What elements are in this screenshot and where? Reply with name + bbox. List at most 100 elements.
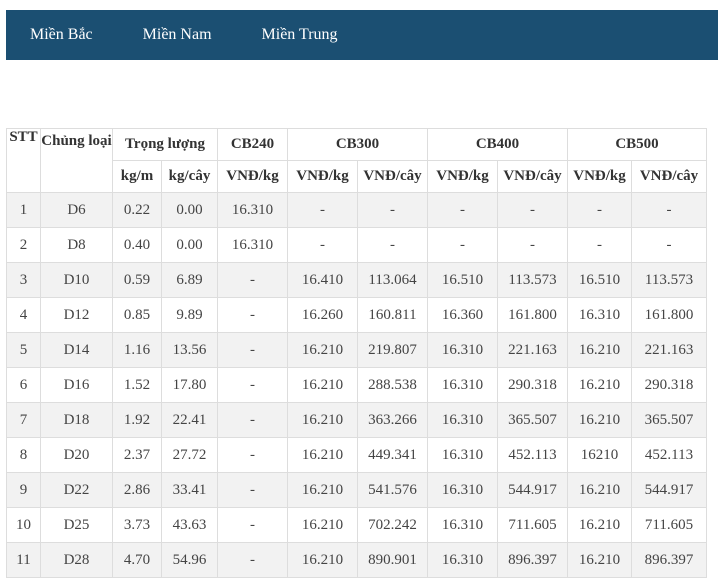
cell-cb400-vnd-kg: 16.360	[427, 297, 498, 333]
cell-cb400-vnd-kg: 16.510	[427, 262, 498, 298]
cell-cb240-vnd-kg: 16.310	[217, 227, 288, 263]
cell-cb400-vnd-cay: -	[497, 192, 568, 228]
cell-cb300-vnd-kg: 16.210	[287, 542, 358, 578]
cell-cb500-vnd-kg: 16.510	[567, 262, 632, 298]
cell-kg-cay: 6.89	[161, 262, 218, 298]
header-cb500-vnd-cay: VNĐ/cây	[631, 160, 707, 193]
cell-stt: 10	[6, 507, 41, 543]
cell-kg-m: 3.73	[112, 507, 162, 543]
cell-cb300-vnd-kg: 16.210	[287, 437, 358, 473]
cell-cb300-vnd-kg: 16.210	[287, 402, 358, 438]
cell-kg-m: 0.59	[112, 262, 162, 298]
cell-kg-cay: 22.41	[161, 402, 218, 438]
cell-type: D8	[40, 227, 113, 263]
cell-type: D14	[40, 332, 113, 368]
cell-cb300-vnd-cay: 160.811	[357, 297, 428, 333]
cell-stt: 2	[6, 227, 41, 263]
cell-cb400-vnd-kg: 16.310	[427, 472, 498, 508]
cell-type: D28	[40, 542, 113, 578]
cell-cb300-vnd-kg: 16.210	[287, 507, 358, 543]
header-stt: STT	[6, 128, 41, 193]
table-row: 8 D20 2.37 27.72-16.210 449.341 16.310 452.113…	[6, 437, 707, 473]
cell-kg-cay: 43.63	[161, 507, 218, 543]
table-body: 1 D6 0.22 0.00 16.310- - - - - -2 D8 0.40 0.00 16.310…	[6, 192, 707, 578]
tab-mien-bac[interactable]: Miền Bắc	[30, 26, 93, 43]
cell-type: D18	[40, 402, 113, 438]
cell-stt: 1	[6, 192, 41, 228]
cell-cb500-vnd-cay: 896.397	[631, 542, 707, 578]
cell-kg-m: 1.92	[112, 402, 162, 438]
cell-cb500-vnd-kg: 16.210	[567, 542, 632, 578]
cell-kg-cay: 0.00	[161, 227, 218, 263]
cell-cb300-vnd-cay: 288.538	[357, 367, 428, 403]
cell-cb400-vnd-kg: -	[427, 227, 498, 263]
cell-cb400-vnd-kg: 16.310	[427, 507, 498, 543]
cell-cb500-vnd-kg: 16210	[567, 437, 632, 473]
cell-cb500-vnd-cay: -	[631, 192, 707, 228]
cell-stt: 9	[6, 472, 41, 508]
cell-cb400-vnd-cay: 711.605	[497, 507, 568, 543]
cell-cb240-vnd-kg: -	[217, 542, 288, 578]
cell-kg-m: 0.22	[112, 192, 162, 228]
header-kg-cay: kg/cây	[161, 160, 218, 193]
cell-cb400-vnd-cay: 290.318	[497, 367, 568, 403]
header-weight: Trọng lượng	[112, 128, 218, 161]
cell-cb240-vnd-kg: -	[217, 472, 288, 508]
cell-cb240-vnd-kg: -	[217, 297, 288, 333]
cell-cb240-vnd-kg: -	[217, 332, 288, 368]
cell-cb300-vnd-cay: 541.576	[357, 472, 428, 508]
cell-kg-m: 1.16	[112, 332, 162, 368]
cell-cb400-vnd-cay: 365.507	[497, 402, 568, 438]
cell-cb400-vnd-kg: 16.310	[427, 542, 498, 578]
cell-cb400-vnd-kg: 16.310	[427, 402, 498, 438]
cell-cb400-vnd-cay: 452.113	[497, 437, 568, 473]
cell-cb400-vnd-cay: -	[497, 227, 568, 263]
cell-cb240-vnd-kg: -	[217, 367, 288, 403]
cell-cb400-vnd-cay: 161.800	[497, 297, 568, 333]
cell-kg-cay: 33.41	[161, 472, 218, 508]
cell-cb400-vnd-kg: 16.310	[427, 367, 498, 403]
header-cb300: CB300	[287, 128, 428, 161]
table-row: 4 D12 0.85 9.89-16.260 160.811 16.360 161.800 1…	[6, 297, 707, 333]
table-row: 3 D10 0.59 6.89-16.410 113.064 16.510 113.573 1…	[6, 262, 707, 298]
cell-kg-cay: 17.80	[161, 367, 218, 403]
cell-kg-cay: 9.89	[161, 297, 218, 333]
header-cb240: CB240	[217, 128, 288, 161]
cell-cb240-vnd-kg: -	[217, 402, 288, 438]
cell-kg-cay: 54.96	[161, 542, 218, 578]
cell-cb500-vnd-kg: 16.210	[567, 507, 632, 543]
cell-type: D20	[40, 437, 113, 473]
cell-type: D12	[40, 297, 113, 333]
cell-cb300-vnd-cay: 890.901	[357, 542, 428, 578]
cell-cb300-vnd-cay: 363.266	[357, 402, 428, 438]
cell-cb240-vnd-kg: -	[217, 437, 288, 473]
cell-kg-m: 0.40	[112, 227, 162, 263]
cell-cb500-vnd-kg: 16.210	[567, 402, 632, 438]
cell-cb400-vnd-cay: 221.163	[497, 332, 568, 368]
steel-price-table: STT Chủng loại Trọng lượng CB240 CB300 C…	[6, 128, 707, 578]
cell-stt: 7	[6, 402, 41, 438]
header-cb400: CB400	[427, 128, 568, 161]
cell-cb500-vnd-cay: 221.163	[631, 332, 707, 368]
cell-type: D10	[40, 262, 113, 298]
cell-type: D25	[40, 507, 113, 543]
cell-cb400-vnd-kg: -	[427, 192, 498, 228]
table-row: 5 D14 1.16 13.56-16.210 219.807 16.310 221.163…	[6, 332, 707, 368]
cell-cb300-vnd-cay: 219.807	[357, 332, 428, 368]
cell-cb300-vnd-kg: 16.210	[287, 472, 358, 508]
cell-cb500-vnd-cay: 161.800	[631, 297, 707, 333]
header-type: Chủng loại	[40, 128, 113, 193]
region-tab-bar: Miền Bắc Miền Nam Miền Trung	[6, 10, 718, 60]
cell-cb300-vnd-cay: 702.242	[357, 507, 428, 543]
cell-type: D22	[40, 472, 113, 508]
cell-stt: 4	[6, 297, 41, 333]
cell-kg-cay: 27.72	[161, 437, 218, 473]
tab-mien-nam[interactable]: Miền Nam	[142, 26, 212, 43]
cell-cb300-vnd-kg: 16.210	[287, 332, 358, 368]
cell-kg-cay: 13.56	[161, 332, 218, 368]
tab-mien-trung[interactable]: Miền Trung	[261, 26, 338, 43]
cell-cb240-vnd-kg: -	[217, 507, 288, 543]
header-cb300-vnd-cay: VNĐ/cây	[357, 160, 428, 193]
cell-cb500-vnd-kg: 16.210	[567, 332, 632, 368]
header-cb400-vnd-kg: VNĐ/kg	[427, 160, 498, 193]
